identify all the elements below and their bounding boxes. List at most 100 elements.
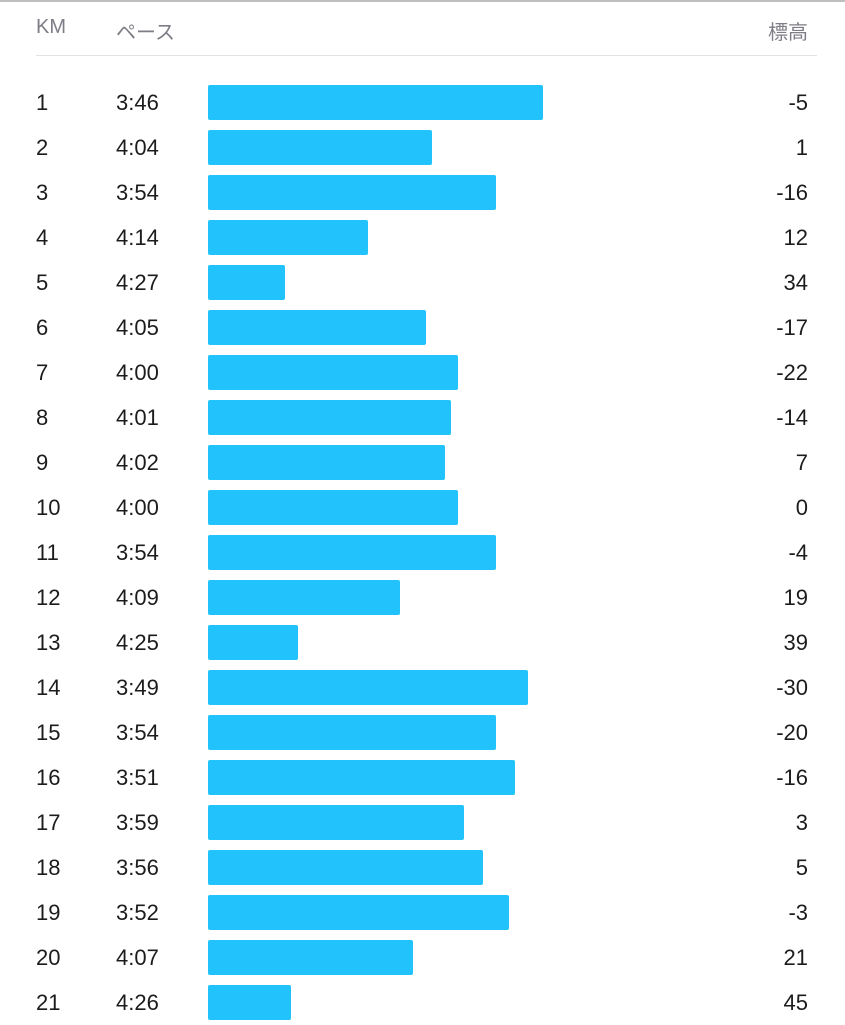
split-pace: 4:00 — [116, 360, 159, 385]
split-elevation: -30 — [776, 675, 808, 700]
split-elevation: -14 — [776, 405, 808, 430]
elevation-column-header: 標高 — [768, 22, 808, 44]
split-km: 2 — [36, 135, 49, 160]
split-pace: 4:02 — [116, 450, 159, 475]
split-elevation: 0 — [795, 495, 808, 520]
split-row: 15 3:54 -20 — [0, 710, 845, 755]
split-row: 2 4:04 1 — [0, 125, 845, 170]
pace-bar — [208, 805, 464, 840]
split-row: 12 4:09 19 — [0, 575, 845, 620]
pace-bar — [208, 535, 496, 570]
pace-bar — [208, 355, 458, 390]
split-row: 17 3:59 3 — [0, 800, 845, 845]
split-row: 20 4:07 21 — [0, 935, 845, 980]
split-pace: 4:26 — [116, 990, 159, 1015]
split-km: 16 — [36, 765, 61, 790]
split-pace: 4:01 — [116, 405, 159, 430]
split-elevation: 12 — [783, 225, 808, 250]
pace-bar — [208, 445, 445, 480]
pace-bar — [208, 580, 400, 615]
pace-bar — [208, 715, 496, 750]
split-pace: 3:56 — [116, 855, 159, 880]
pace-bar — [208, 175, 496, 210]
split-km: 17 — [36, 810, 61, 835]
split-elevation: 45 — [783, 990, 808, 1015]
split-pace: 3:52 — [116, 900, 159, 925]
split-km: 4 — [36, 225, 49, 250]
split-km: 5 — [36, 270, 49, 295]
split-row: 14 3:49 -30 — [0, 665, 845, 710]
split-pace: 4:07 — [116, 945, 159, 970]
pace-bar — [208, 490, 458, 525]
split-pace: 4:04 — [116, 135, 159, 160]
split-pace: 3:54 — [116, 180, 159, 205]
split-km: 20 — [36, 945, 61, 970]
split-row: 7 4:00 -22 — [0, 350, 845, 395]
split-km: 1 — [36, 90, 49, 115]
split-pace: 3:59 — [116, 810, 159, 835]
splits-header: KM ペース 標高 — [0, 0, 845, 58]
pace-bar — [208, 265, 285, 300]
split-row: 5 4:27 34 — [0, 260, 845, 305]
split-row: 3 3:54 -16 — [0, 170, 845, 215]
split-elevation: 5 — [795, 855, 808, 880]
pace-bar — [208, 220, 368, 255]
split-km: 6 — [36, 315, 49, 340]
split-row: 13 4:25 39 — [0, 620, 845, 665]
split-km: 7 — [36, 360, 49, 385]
split-pace: 4:05 — [116, 315, 159, 340]
split-row: 11 3:54 -4 — [0, 530, 845, 575]
split-elevation: -17 — [776, 315, 808, 340]
split-row: 10 4:00 0 — [0, 485, 845, 530]
split-elevation: 19 — [783, 585, 808, 610]
pace-column-header: ペース — [116, 22, 175, 44]
pace-bar — [208, 400, 451, 435]
split-elevation: -16 — [776, 180, 808, 205]
split-pace: 4:00 — [116, 495, 159, 520]
split-km: 19 — [36, 900, 61, 925]
pace-bar — [208, 985, 291, 1020]
pace-bar — [208, 85, 543, 120]
split-pace: 4:14 — [116, 225, 159, 250]
split-km: 3 — [36, 180, 49, 205]
split-km: 21 — [36, 990, 61, 1015]
split-elevation: 21 — [783, 945, 808, 970]
pace-bar — [208, 310, 426, 345]
split-row: 18 3:56 5 — [0, 845, 845, 890]
split-pace: 4:09 — [116, 585, 159, 610]
split-pace: 3:51 — [116, 765, 159, 790]
split-pace: 4:25 — [116, 630, 159, 655]
split-elevation: -20 — [776, 720, 808, 745]
header-divider — [36, 55, 817, 56]
split-elevation: -22 — [776, 360, 808, 385]
split-km: 15 — [36, 720, 61, 745]
split-km: 14 — [36, 675, 61, 700]
split-km: 8 — [36, 405, 49, 430]
split-row: 8 4:01 -14 — [0, 395, 845, 440]
split-elevation: 1 — [795, 135, 808, 160]
split-elevation: -4 — [788, 540, 808, 565]
split-km: 11 — [36, 540, 59, 565]
split-elevation: 7 — [795, 450, 808, 475]
pace-bar — [208, 625, 298, 660]
pace-bar — [208, 940, 413, 975]
split-row: 1 3:46 -5 — [0, 80, 845, 125]
top-border — [0, 0, 845, 2]
pace-bar — [208, 130, 432, 165]
split-elevation: -3 — [788, 900, 808, 925]
split-row: 9 4:02 7 — [0, 440, 845, 485]
split-km: 18 — [36, 855, 61, 880]
split-pace: 4:27 — [116, 270, 159, 295]
pace-bar — [208, 850, 483, 885]
pace-bar — [208, 670, 528, 705]
split-km: 12 — [36, 585, 61, 610]
split-pace: 3:46 — [116, 90, 159, 115]
split-row: 4 4:14 12 — [0, 215, 845, 260]
split-elevation: -16 — [776, 765, 808, 790]
split-row: 19 3:52 -3 — [0, 890, 845, 935]
split-row: 16 3:51 -16 — [0, 755, 845, 800]
split-km: 13 — [36, 630, 61, 655]
split-row: 21 4:26 45 — [0, 980, 845, 1025]
km-column-header: KM — [36, 16, 66, 38]
split-pace: 3:49 — [116, 675, 159, 700]
